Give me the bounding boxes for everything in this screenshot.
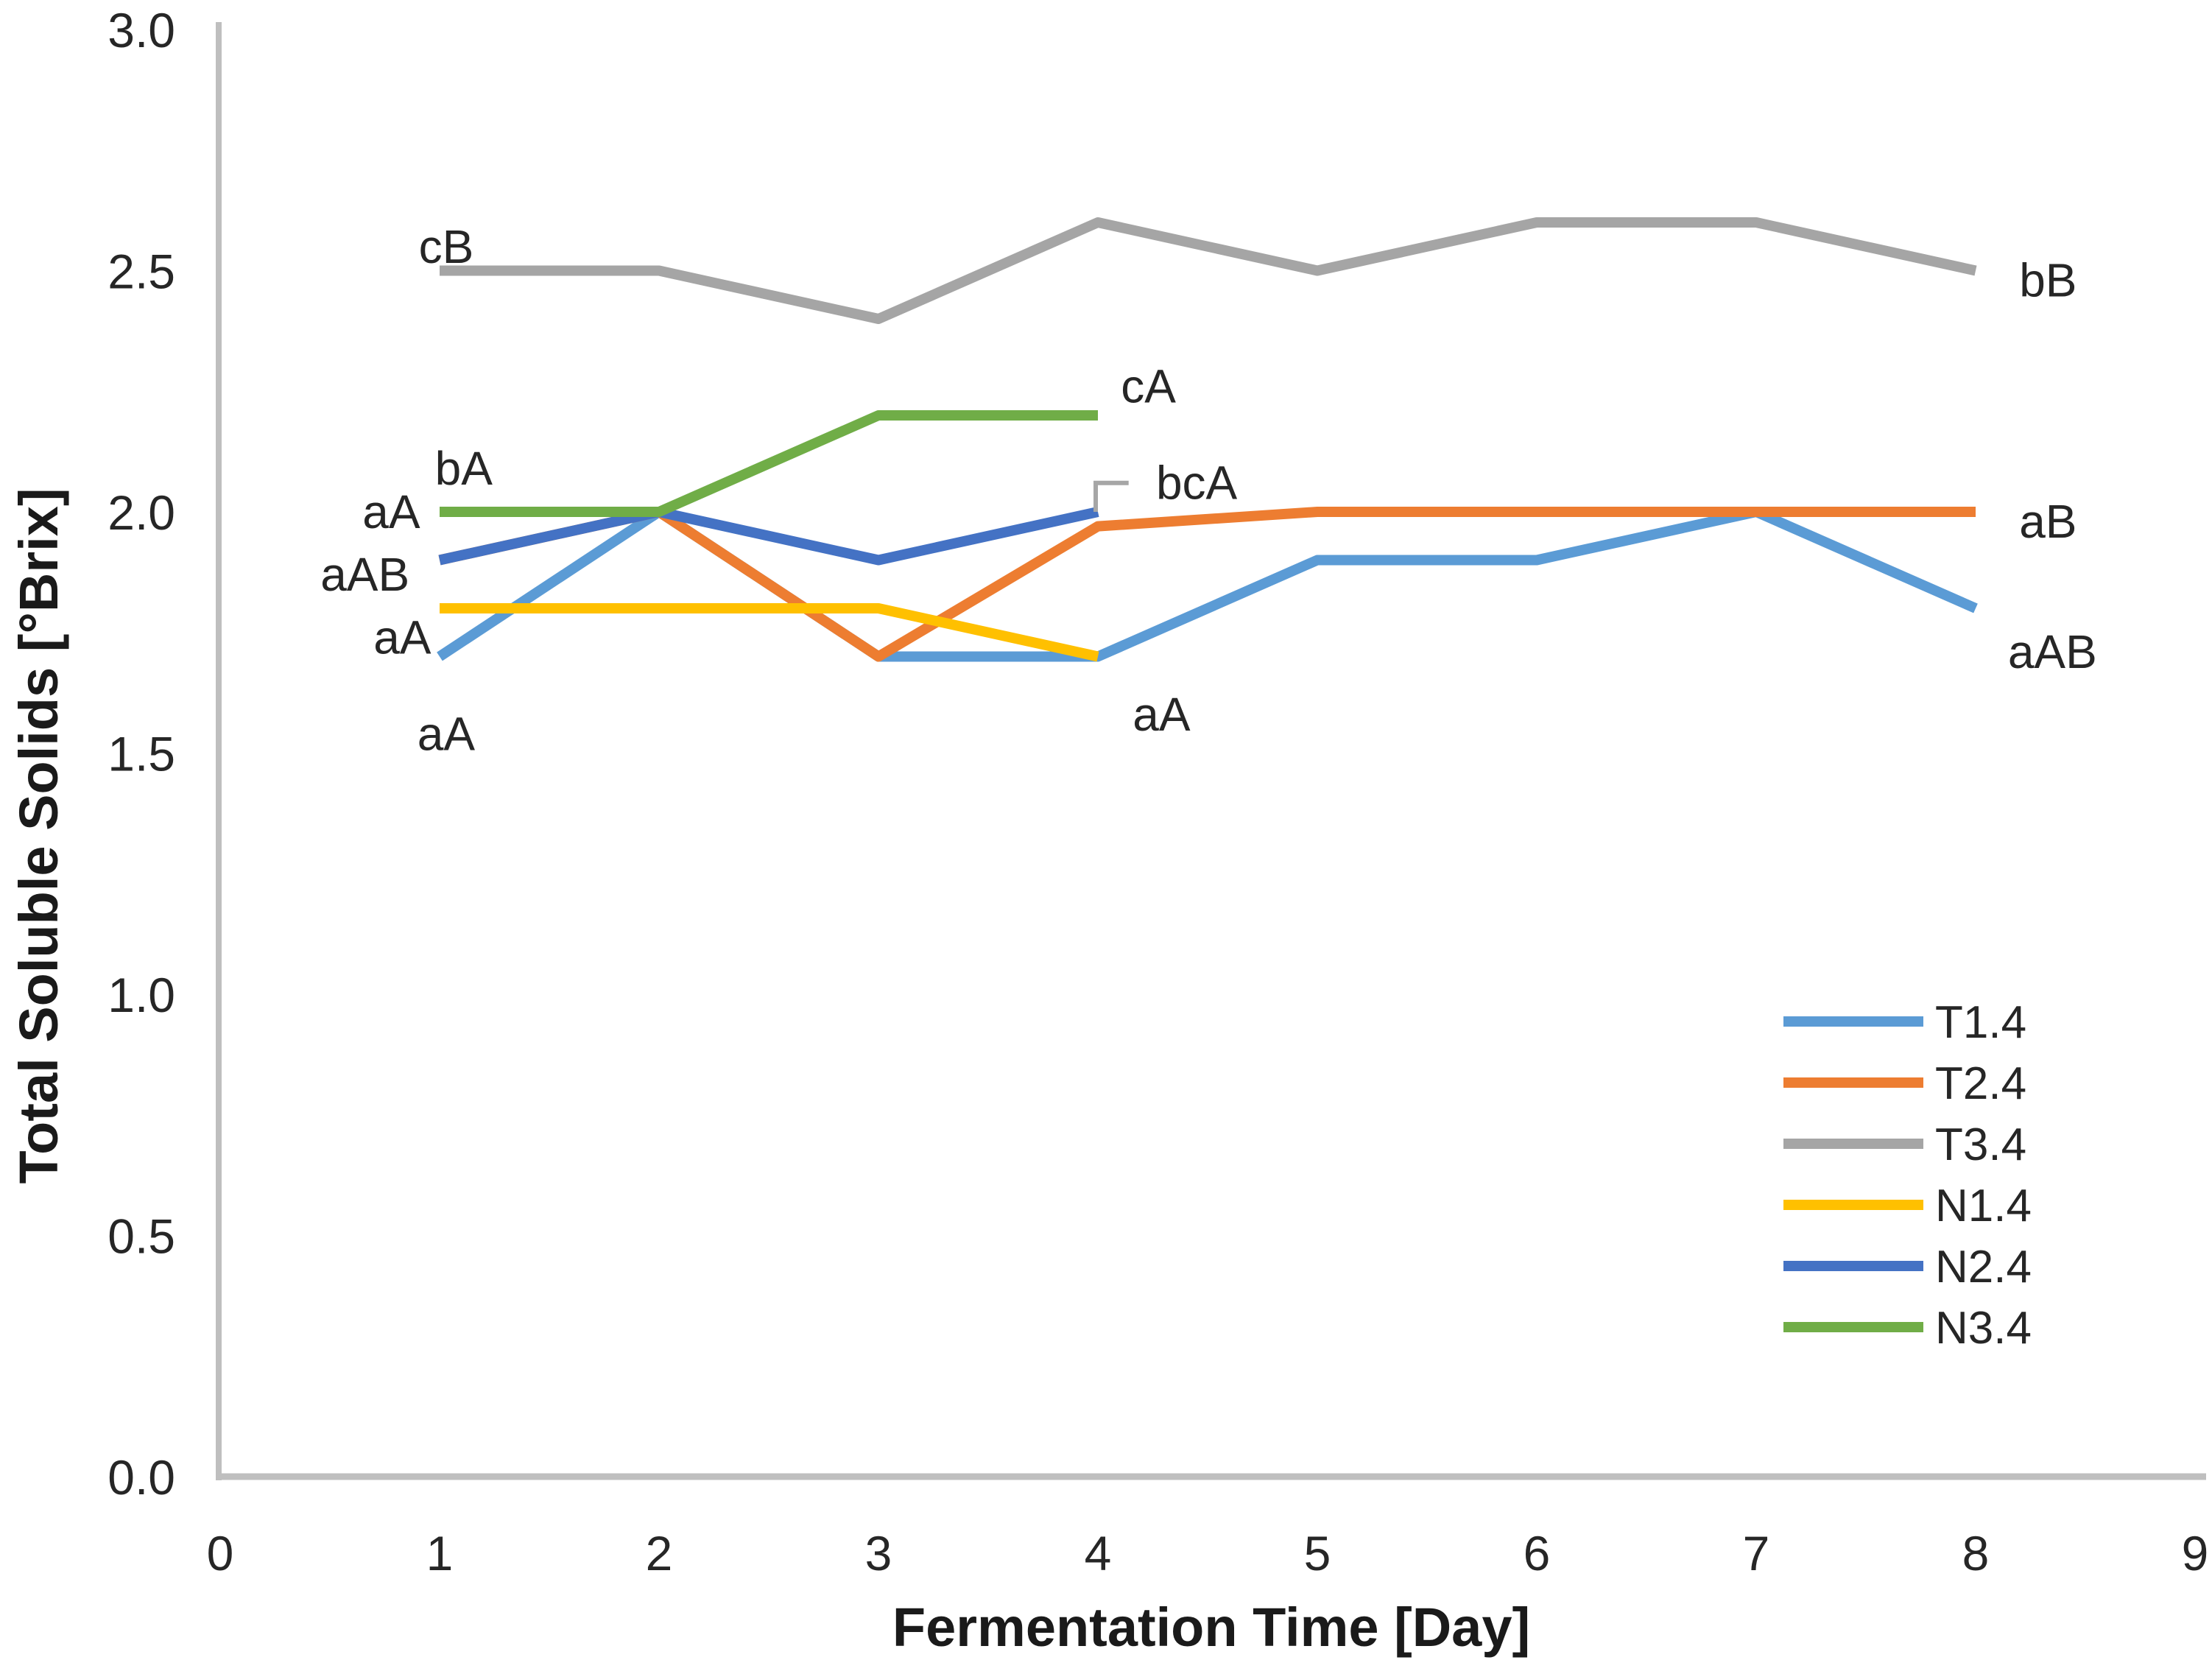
annotation-label: bcA xyxy=(1156,457,1238,510)
x-tick-label: 4 xyxy=(1085,1526,1112,1580)
legend-item-N3.4: N3.4 xyxy=(1783,1303,2032,1354)
x-tick-label: 3 xyxy=(865,1526,892,1580)
legend-label-T3.4: T3.4 xyxy=(1935,1119,2026,1170)
series-line-N2.4 xyxy=(438,507,1099,566)
annotation-label: aAB xyxy=(320,548,409,601)
x-tick-label: 5 xyxy=(1304,1526,1331,1580)
legend-item-T3.4: T3.4 xyxy=(1783,1119,2026,1170)
x-tick-label: 9 xyxy=(2182,1526,2209,1580)
legend-label-N1.4: N1.4 xyxy=(1935,1181,2032,1231)
annotation-label: bA xyxy=(435,442,493,495)
annotation-label: aA xyxy=(418,707,476,760)
y-tick-label: 1.0 xyxy=(108,968,175,1022)
annotation-label: bB xyxy=(2019,254,2077,307)
annotation-leader-line xyxy=(1093,480,1129,512)
y-tick-label: 2.5 xyxy=(108,245,175,299)
series-line-N3.4 xyxy=(440,410,1098,517)
annotation-label: cB xyxy=(419,220,474,273)
y-tick-label: 1.5 xyxy=(108,727,175,781)
annotation-label: aA xyxy=(373,611,432,664)
legend-label-N3.4: N3.4 xyxy=(1935,1303,2032,1354)
legend-label-T1.4: T1.4 xyxy=(1935,997,2026,1048)
annotation-leader-line xyxy=(1093,480,1129,512)
annotation-label: aA xyxy=(1133,688,1191,741)
axes xyxy=(216,22,2206,1480)
x-axis-title: Fermentation Time [Day] xyxy=(892,1597,1530,1658)
legend-item-T1.4: T1.4 xyxy=(1783,997,2026,1048)
series-line-N1.4 xyxy=(440,603,1099,662)
series-lines xyxy=(437,217,1978,662)
annotation-label: aA xyxy=(362,485,420,538)
legend-item-N2.4: N2.4 xyxy=(1783,1242,2032,1293)
x-tick-label: 6 xyxy=(1524,1526,1551,1580)
y-tick-label: 3.0 xyxy=(108,3,175,57)
y-tick-label: 0.0 xyxy=(108,1450,175,1505)
annotation-label: cA xyxy=(1121,360,1176,413)
y-axis-title: Total Soluble Solids [°Brix] xyxy=(8,488,69,1184)
x-tick-label: 8 xyxy=(1962,1526,1990,1580)
x-tick-label: 2 xyxy=(646,1526,673,1580)
legend-label-N2.4: N2.4 xyxy=(1935,1242,2032,1293)
annotation-label: aAB xyxy=(2008,625,2097,678)
legend: T1.4 T2.4 T3.4 N1.4 N2.4 N3.4 xyxy=(1783,997,2032,1354)
tick-labels: 3.0 2.5 2.0 1.5 1.0 0.5 0.0 0 1 2 3 4 5 6 7 8 9 xyxy=(108,3,2208,1580)
annotation-labels: cB bA aA aAB aA aA cA bcA aA bB aB aAB xyxy=(320,220,2097,761)
legend-label-T2.4: T2.4 xyxy=(1935,1058,2026,1109)
series-line-T3.4 xyxy=(440,217,1977,324)
x-tick-label: 1 xyxy=(426,1526,454,1580)
x-tick-label: 0 xyxy=(207,1526,234,1580)
series-line-T2.4 xyxy=(438,507,1976,662)
y-tick-label: 2.0 xyxy=(108,485,175,540)
series-line-T1.4 xyxy=(437,507,1978,662)
annotation-label: aB xyxy=(2019,495,2077,548)
x-tick-label: 7 xyxy=(1743,1526,1770,1580)
legend-item-T2.4: T2.4 xyxy=(1783,1058,2026,1109)
y-tick-label: 0.5 xyxy=(108,1209,175,1264)
legend-item-N1.4: N1.4 xyxy=(1783,1181,2032,1231)
